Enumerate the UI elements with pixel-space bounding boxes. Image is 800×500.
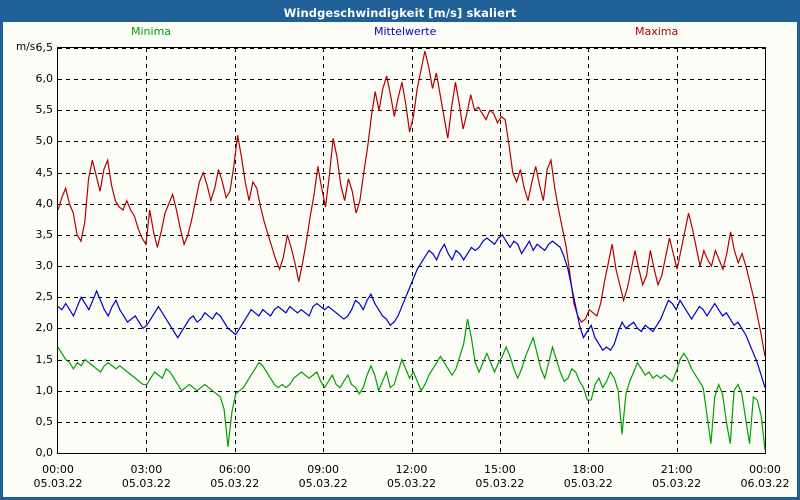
data-series-layer: [57, 50, 766, 450]
x-axis-tick: 18:00 05.03.22: [563, 463, 613, 490]
x-axis-tick: 03:00 05.03.22: [121, 463, 171, 490]
x-axis-tick: 21:00 05.03.22: [652, 463, 702, 490]
window-title-bar: Windgeschwindigkeit [m/s] skaliert: [3, 3, 797, 22]
y-axis-tick: 3,0: [35, 259, 54, 273]
y-axis-tick: 4,5: [35, 165, 54, 179]
y-axis-tick: 4,0: [35, 196, 54, 210]
x-axis-tick: 12:00 05.03.22: [387, 463, 436, 490]
y-axis-tick: 2,0: [35, 321, 54, 335]
window-title: Windgeschwindigkeit [m/s] skaliert: [283, 5, 517, 20]
legend-item-maxima: Maxima: [635, 25, 679, 38]
y-axis-tick: 1,5: [35, 352, 54, 366]
y-axis-tick: 0,5: [35, 414, 54, 428]
y-axis-tick: 6,0: [35, 72, 54, 86]
legend-item-minima: Minima: [131, 25, 172, 38]
x-axis-tick: 09:00 05.03.22: [298, 463, 348, 490]
y-axis-tick-labels: 0,0 0,5 1,0 1,5 2,0 2,5 3,0 3,5 4,0 4,5 5,0 5,5 6,0 6…: [3, 3, 54, 497]
chart-legend: Minima Mittelwerte Maxima: [3, 25, 797, 42]
x-axis-tick: 00:00 05.03.22: [33, 463, 83, 490]
y-axis-tick: 5,0: [35, 134, 54, 148]
x-axis-tick-labels: 00:00 05.03.22 03:00 05.03.22 06:00 05.03.22 0…: [3, 3, 797, 497]
y-axis-tick: 0,0: [35, 446, 54, 459]
y-axis-tick: 5,5: [35, 103, 54, 117]
x-axis-tick: 15:00 05.03.22: [475, 463, 525, 490]
y-axis-unit-label: m/s: [16, 41, 36, 53]
y-axis-tick: 1,0: [35, 383, 54, 397]
series-line-minima: [57, 318, 766, 450]
legend-item-mittelwerte: Mittelwerte: [374, 25, 437, 38]
series-line-mittelwerte: [57, 234, 766, 388]
chart-plot-area: [57, 47, 766, 454]
series-line-maxima: [57, 50, 766, 357]
plot-frame: [57, 47, 766, 454]
y-axis-tick: 2,5: [35, 290, 54, 304]
y-axis-tick: 6,5: [35, 41, 54, 54]
x-axis-tick: 00:00 06.03.22: [740, 463, 790, 490]
x-axis-tick: 06:00 05.03.22: [210, 463, 260, 490]
y-axis-tick: 3,5: [35, 227, 54, 241]
